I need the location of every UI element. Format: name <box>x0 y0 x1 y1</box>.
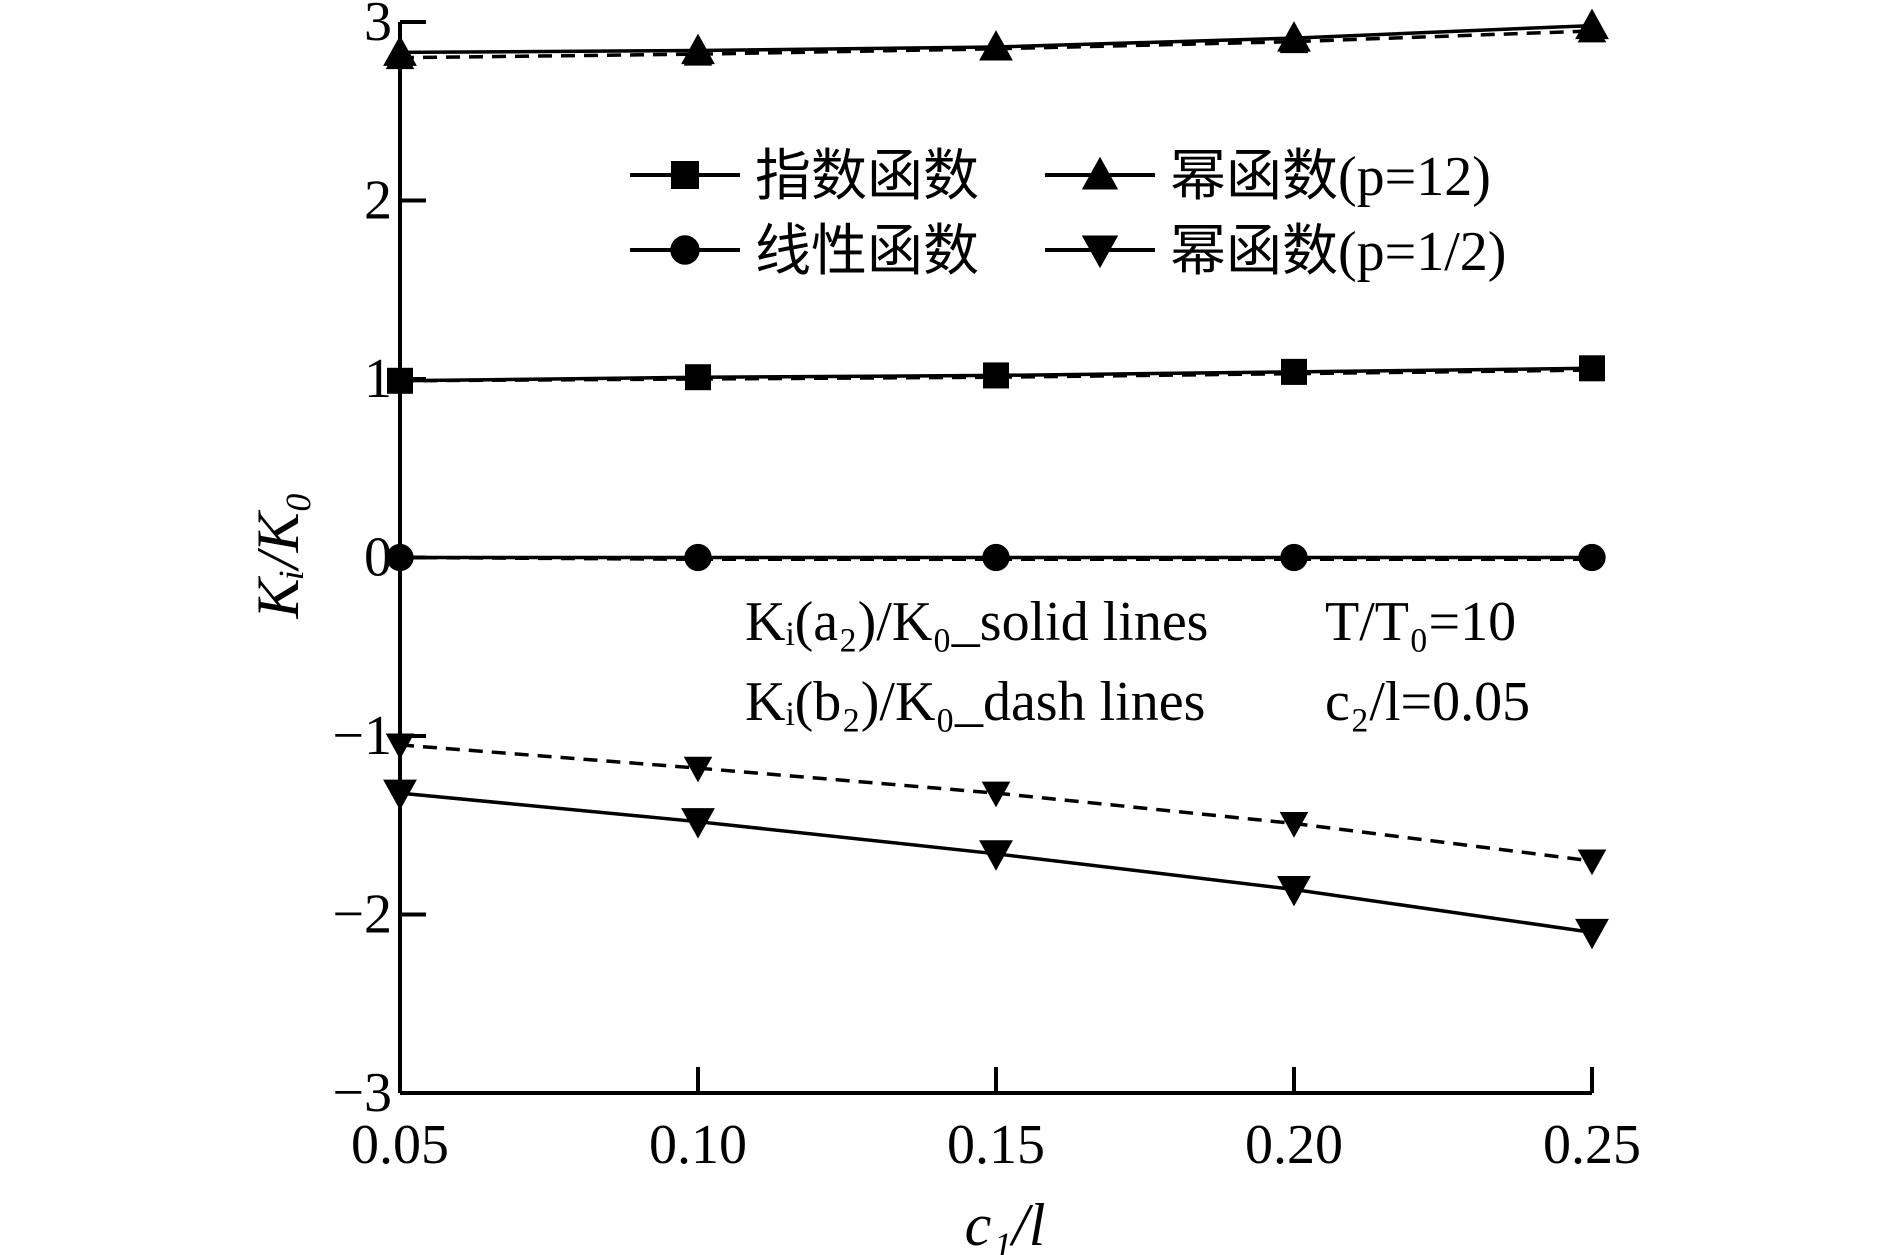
legend-marker-triangle-down <box>1081 235 1119 269</box>
data-point-triangle-up-dash <box>1577 16 1607 43</box>
legend-marker-square <box>671 161 699 189</box>
data-point-square-dash <box>1581 359 1603 382</box>
x-tick-label: 0.20 <box>1245 1114 1343 1176</box>
data-point-circle-dash <box>984 547 1008 571</box>
y-tick-label: −2 <box>332 884 392 946</box>
data-point-triangle-down <box>1277 875 1311 907</box>
annotation-dash-lines: Kᵢ(b₂)/K₀_dash lines <box>745 671 1205 733</box>
data-point-square-dash <box>1283 362 1305 385</box>
data-point-triangle-up-dash <box>981 34 1011 61</box>
series-line-3 <box>399 555 1592 562</box>
legend-label: 幂函数(p=1/2) <box>1170 221 1506 283</box>
x-tick-label: 0.05 <box>351 1114 449 1176</box>
x-tick-label: 0.10 <box>649 1114 747 1176</box>
x-axis-label: c₁/l <box>965 1192 1046 1255</box>
data-point-circle-dash <box>1282 547 1306 571</box>
markers-layer <box>383 8 1609 950</box>
data-point-square-dash <box>687 368 709 390</box>
data-point-triangle-down <box>681 808 715 839</box>
data-point-triangle-down-dash <box>683 756 713 783</box>
legend-label: 幂函数(p=12) <box>1170 146 1491 208</box>
legend-marker-triangle-up <box>1081 156 1119 190</box>
data-point-triangle-down-dash <box>1577 849 1607 876</box>
series-line-1 <box>399 368 1593 383</box>
x-tick-label: 0.25 <box>1543 1114 1641 1176</box>
y-tick-label: 3 <box>364 0 392 53</box>
annotation-temperature-ratio: T/T₀=10 <box>1325 591 1516 653</box>
y-tick-label: −1 <box>332 705 392 767</box>
data-point-triangle-up-dash <box>1279 27 1309 54</box>
annotation-solid-lines: Kᵢ(a₂)/K₀_solid lines <box>745 591 1208 653</box>
data-point-triangle-down <box>383 779 417 811</box>
x-tick-label: 0.15 <box>947 1114 1045 1176</box>
legend-label: 指数函数 <box>755 146 979 208</box>
series-line-5 <box>399 29 1593 60</box>
data-point-triangle-down-dash <box>981 781 1011 808</box>
legend-marker-circle <box>670 235 700 265</box>
data-point-triangle-up-dash <box>385 43 415 70</box>
annotations: Kᵢ(a₂)/K₀_solid lines T/T₀=10 Kᵢ(b₂)/K₀_… <box>745 591 1530 733</box>
data-point-square-dash <box>389 369 411 392</box>
data-point-circle-dash <box>388 545 412 570</box>
data-point-triangle-down <box>979 840 1013 871</box>
y-tick-label: −3 <box>332 1062 392 1124</box>
y-tick-label: 2 <box>364 170 392 232</box>
legend-label: 线性函数 <box>755 221 979 283</box>
series-line-7 <box>399 743 1593 863</box>
y-axis-label: Kᵢ/K₀ <box>245 491 311 619</box>
data-point-triangle-down <box>1575 918 1609 950</box>
annotation-crack-ratio: c₂/l=0.05 <box>1325 671 1530 733</box>
data-point-triangle-down-dash <box>1279 812 1309 838</box>
data-point-square-dash <box>985 366 1007 389</box>
data-point-circle-dash <box>686 547 710 571</box>
data-point-triangle-down-dash <box>385 733 415 760</box>
data-point-circle-dash <box>1580 547 1604 571</box>
data-point-triangle-up-dash <box>683 39 713 66</box>
legend: 指数函数 幂函数(p=12) 线性函数 幂函数(p=1/2) <box>630 146 1506 283</box>
